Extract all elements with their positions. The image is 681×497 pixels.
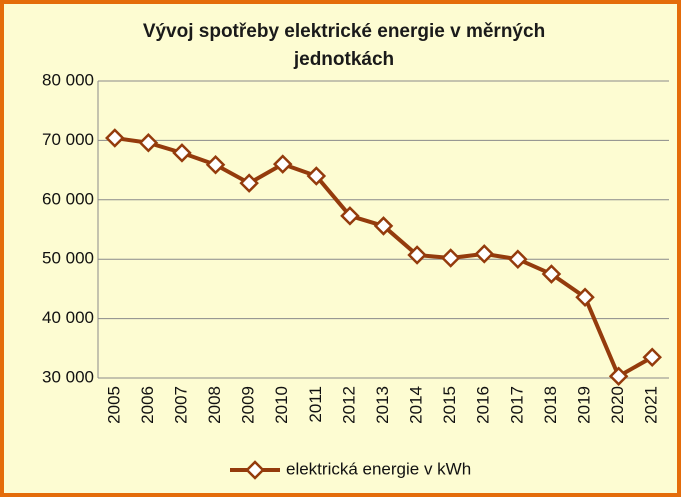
x-tick-label: 2020 [608,386,627,424]
y-tick-label: 70 000 [42,130,94,149]
point-marker [407,245,427,265]
point-marker [138,133,159,153]
point-marker [205,154,226,175]
point-marker [474,244,495,264]
x-tick-label: 2016 [474,386,493,424]
legend-label: elektrická energie v kWh [286,459,471,478]
y-tick-label: 40 000 [42,308,94,327]
y-tick-label: 60 000 [42,189,94,208]
x-tick-label: 2017 [507,386,526,424]
point-marker [340,206,360,226]
point-marker [373,216,394,236]
series-line [114,136,654,379]
x-tick-label: 2019 [575,386,594,424]
x-tick-label: 2021 [642,386,661,424]
point-marker [575,287,595,307]
point-marker [105,128,125,148]
x-tick-label: 2018 [541,386,560,424]
chart: 30 000 40 000 50 000 60 000 70 000 80 000 2005… [42,70,669,480]
x-tick-label: 2011 [306,386,325,423]
x-tick-label: 2014 [407,386,426,424]
x-tick-label: 2005 [104,386,123,424]
point-marker [272,154,293,174]
y-tick-label: 50 000 [42,249,94,268]
x-tick-label: 2006 [138,386,157,424]
point-marker [608,366,629,386]
point-marker [508,249,528,269]
x-tick-label: 2015 [440,386,459,424]
y-tick-label: 80 000 [42,70,94,89]
x-tick-label: 2008 [205,386,224,424]
point-marker [642,347,662,367]
chart-title: Vývoj spotřeby elektrické energie v měrn… [142,21,546,70]
point-marker [541,264,562,284]
point-marker [440,248,461,268]
point-marker [306,166,327,186]
x-tick-label: 2009 [239,386,258,424]
y-tick-label: 30 000 [42,367,94,386]
x-tick-label: 2007 [171,386,190,424]
point-marker [239,173,259,193]
x-tick-label: 2010 [272,386,291,424]
legend-marker [245,460,265,480]
x-tick-label: 2012 [339,386,358,424]
point-marker [172,143,192,163]
x-tick-label: 2013 [373,386,392,424]
